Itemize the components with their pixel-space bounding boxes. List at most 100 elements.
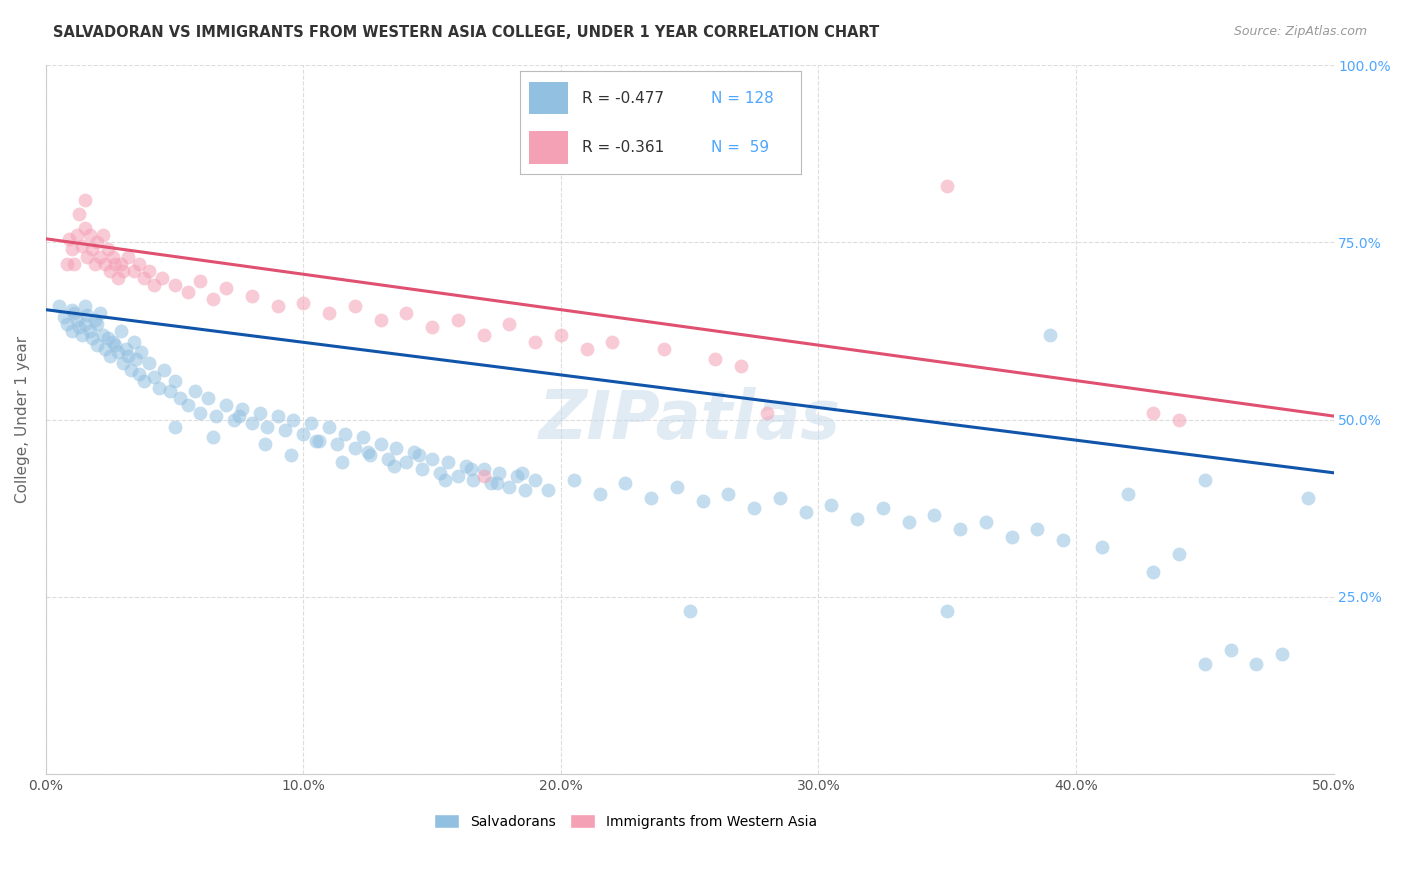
Point	[472, 469, 495, 483]
Point	[60, 324, 83, 338]
Point	[820, 498, 842, 512]
Point	[94, 257, 117, 271]
Point	[692, 494, 714, 508]
Point	[717, 487, 740, 501]
Point	[1001, 530, 1024, 544]
Point	[63, 257, 86, 271]
Point	[308, 434, 330, 448]
Point	[1271, 647, 1294, 661]
Point	[63, 306, 86, 320]
Point	[481, 476, 503, 491]
Point	[1296, 491, 1319, 505]
Point	[240, 416, 263, 430]
Point	[129, 345, 152, 359]
Point	[53, 310, 76, 324]
Point	[382, 458, 405, 473]
Point	[228, 409, 250, 423]
Point	[330, 455, 353, 469]
Point	[463, 473, 485, 487]
Text: N = 128: N = 128	[711, 90, 775, 105]
Point	[1219, 643, 1241, 657]
Point	[326, 437, 349, 451]
Point	[132, 374, 155, 388]
Point	[89, 306, 111, 320]
Point	[949, 523, 972, 537]
Point	[48, 299, 70, 313]
Point	[420, 451, 443, 466]
Point	[70, 239, 93, 253]
Point	[76, 308, 98, 322]
Point	[299, 416, 322, 430]
Point	[411, 462, 433, 476]
Point	[150, 270, 173, 285]
Point	[730, 359, 752, 374]
Point	[506, 469, 529, 483]
Point	[267, 299, 290, 313]
Point	[86, 317, 108, 331]
Point	[512, 466, 534, 480]
Point	[429, 466, 451, 480]
Point	[143, 277, 166, 292]
Point	[138, 263, 160, 277]
Point	[143, 370, 166, 384]
Point	[370, 313, 392, 327]
Point	[104, 257, 127, 271]
Point	[472, 462, 495, 476]
Point	[652, 342, 675, 356]
Point	[370, 437, 392, 451]
Point	[176, 399, 198, 413]
Point	[897, 516, 920, 530]
Point	[460, 462, 482, 476]
Point	[404, 444, 426, 458]
Point	[197, 392, 219, 406]
Point	[524, 473, 547, 487]
Point	[974, 516, 997, 530]
Point	[110, 324, 132, 338]
Point	[1194, 657, 1216, 672]
Point	[66, 228, 89, 243]
Point	[73, 299, 96, 313]
Point	[550, 327, 572, 342]
Point	[112, 356, 135, 370]
Point	[76, 250, 98, 264]
Text: Source: ZipAtlas.com: Source: ZipAtlas.com	[1233, 25, 1367, 38]
Point	[79, 228, 101, 243]
Point	[73, 221, 96, 235]
Point	[89, 250, 111, 264]
Point	[253, 437, 276, 451]
Point	[1026, 523, 1049, 537]
Point	[176, 285, 198, 299]
Point	[125, 352, 148, 367]
Point	[190, 274, 212, 288]
Point	[395, 455, 418, 469]
Point	[202, 292, 225, 306]
Point	[120, 363, 142, 377]
Point	[1039, 327, 1062, 342]
Y-axis label: College, Under 1 year: College, Under 1 year	[15, 336, 30, 503]
Point	[101, 250, 124, 264]
Point	[148, 381, 170, 395]
Point	[215, 399, 238, 413]
Point	[83, 257, 105, 271]
Point	[742, 501, 765, 516]
Point	[184, 384, 207, 399]
Point	[318, 419, 340, 434]
Point	[107, 270, 129, 285]
Text: ZIPatlas: ZIPatlas	[538, 386, 841, 452]
Point	[924, 508, 946, 523]
Point	[454, 458, 477, 473]
Point	[602, 334, 624, 349]
Point	[640, 491, 662, 505]
Point	[498, 317, 520, 331]
Point	[60, 302, 83, 317]
Point	[447, 313, 470, 327]
Point	[60, 243, 83, 257]
Point	[485, 476, 508, 491]
Point	[447, 469, 470, 483]
Point	[420, 320, 443, 334]
Point	[343, 299, 366, 313]
Point	[69, 207, 91, 221]
Bar	[529, 81, 568, 114]
Point	[73, 317, 96, 331]
Point	[128, 367, 150, 381]
